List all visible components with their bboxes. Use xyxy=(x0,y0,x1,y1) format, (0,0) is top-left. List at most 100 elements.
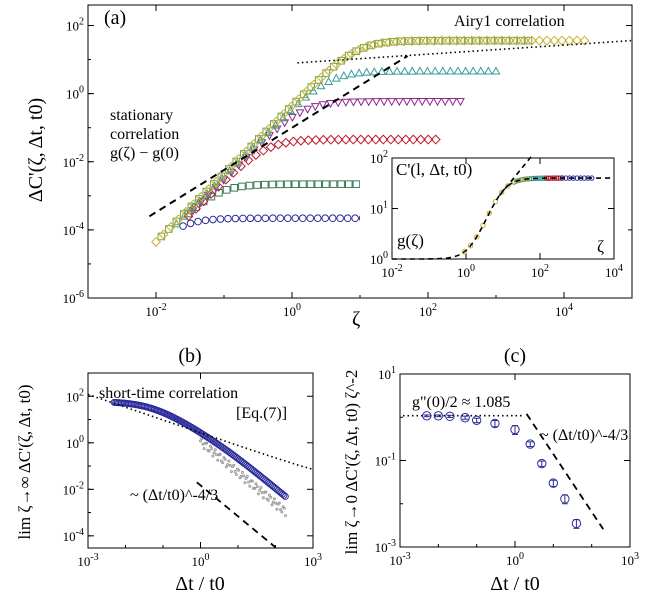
data-point xyxy=(399,36,410,47)
panel-c-point xyxy=(445,411,455,422)
data-point xyxy=(359,44,368,52)
data-point xyxy=(310,134,321,145)
gpp-annotation: g"(0)/2 ≈ 1.085 xyxy=(412,394,510,411)
data-point xyxy=(325,134,336,145)
panel-c-ticks: 10-3 100 103 10-3 10-1 101 xyxy=(375,365,639,568)
tick-label: 100 xyxy=(192,552,210,569)
data-point xyxy=(215,188,223,197)
data-point xyxy=(385,134,396,145)
data-point xyxy=(379,98,389,107)
data-point xyxy=(496,35,507,46)
grey-point xyxy=(229,470,233,474)
data-point xyxy=(194,217,202,226)
data-point xyxy=(250,149,261,160)
data-point xyxy=(333,134,344,145)
data-point xyxy=(474,35,485,46)
data-point xyxy=(239,214,247,223)
grey-point xyxy=(252,486,256,490)
data-point xyxy=(316,81,326,90)
data-point xyxy=(262,127,271,136)
stationary-annotation-1: stationary xyxy=(110,107,173,124)
data-point xyxy=(254,135,263,143)
airy-annotation: Airy1 correlation xyxy=(454,13,565,30)
grey-point xyxy=(199,439,202,443)
grey-point xyxy=(208,444,212,448)
data-point xyxy=(402,98,412,107)
data-point xyxy=(187,202,196,211)
data-point xyxy=(157,232,166,241)
data-point xyxy=(548,478,559,488)
data-point xyxy=(295,109,305,118)
data-point xyxy=(571,518,582,529)
data-point xyxy=(549,35,560,46)
dashed-reference-line xyxy=(148,55,409,218)
grey-point xyxy=(207,449,211,453)
data-point xyxy=(232,157,241,166)
data-point xyxy=(271,116,282,127)
data-point xyxy=(322,180,330,188)
data-point xyxy=(445,66,455,75)
panel-b-series xyxy=(87,393,314,549)
data-point xyxy=(276,180,284,189)
panel-a-series xyxy=(151,35,590,247)
data-point xyxy=(369,67,379,76)
data-point xyxy=(364,98,374,107)
data-point xyxy=(326,100,336,109)
data-point xyxy=(306,214,315,223)
data-point xyxy=(179,222,187,230)
tick-label: 104 xyxy=(605,263,623,280)
data-point xyxy=(269,214,277,223)
panel-c-series xyxy=(403,411,604,530)
grey-point xyxy=(201,442,205,446)
grey-point xyxy=(248,484,252,488)
data-point xyxy=(209,215,217,224)
panel-c-point xyxy=(560,494,570,505)
panel-b-ticks: 10-3 100 103 10-4 10-2 100 102 xyxy=(63,373,322,569)
eq-annotation: [Eq.(7)] xyxy=(236,405,287,422)
grey-point xyxy=(205,441,209,445)
grey-point xyxy=(232,463,236,467)
panel-c-point xyxy=(571,518,582,529)
grey-point xyxy=(218,452,222,456)
data-point xyxy=(165,225,173,233)
data-point xyxy=(385,66,394,75)
panel-a-xlabel: ζ xyxy=(352,308,360,330)
data-point xyxy=(303,105,313,114)
data-point xyxy=(417,98,427,107)
data-point xyxy=(253,181,261,189)
data-point xyxy=(526,35,537,46)
inset-point xyxy=(492,198,499,205)
dotted-reference-line xyxy=(297,39,632,64)
grey-point xyxy=(237,468,241,472)
tick-label: 102 xyxy=(531,263,549,280)
data-point xyxy=(560,494,570,504)
tick-label: 10-3 xyxy=(77,552,98,569)
data-point xyxy=(276,214,285,223)
data-point xyxy=(295,135,306,146)
data-point xyxy=(354,68,364,77)
data-point xyxy=(196,191,207,202)
blue-point xyxy=(281,492,289,500)
data-point xyxy=(400,66,410,75)
panel-c-point xyxy=(525,439,535,449)
panel-a-reference-lines xyxy=(148,39,632,218)
data-point xyxy=(321,214,330,223)
data-point xyxy=(377,66,387,75)
tick-label: 102 xyxy=(66,387,84,404)
panel-c-xlabel: Δt / t0 xyxy=(490,573,540,595)
grey-point xyxy=(279,508,283,512)
data-point xyxy=(419,36,428,45)
data-point xyxy=(483,66,493,75)
data-point xyxy=(283,180,292,189)
data-point xyxy=(256,131,267,142)
grey-point xyxy=(223,457,227,461)
data-point xyxy=(310,103,320,112)
data-point xyxy=(158,229,169,240)
data-point xyxy=(461,66,471,75)
inset-point xyxy=(467,243,474,249)
data-point xyxy=(404,37,413,45)
grey-point xyxy=(242,474,246,478)
grey-point xyxy=(221,461,225,465)
data-point xyxy=(261,214,270,223)
